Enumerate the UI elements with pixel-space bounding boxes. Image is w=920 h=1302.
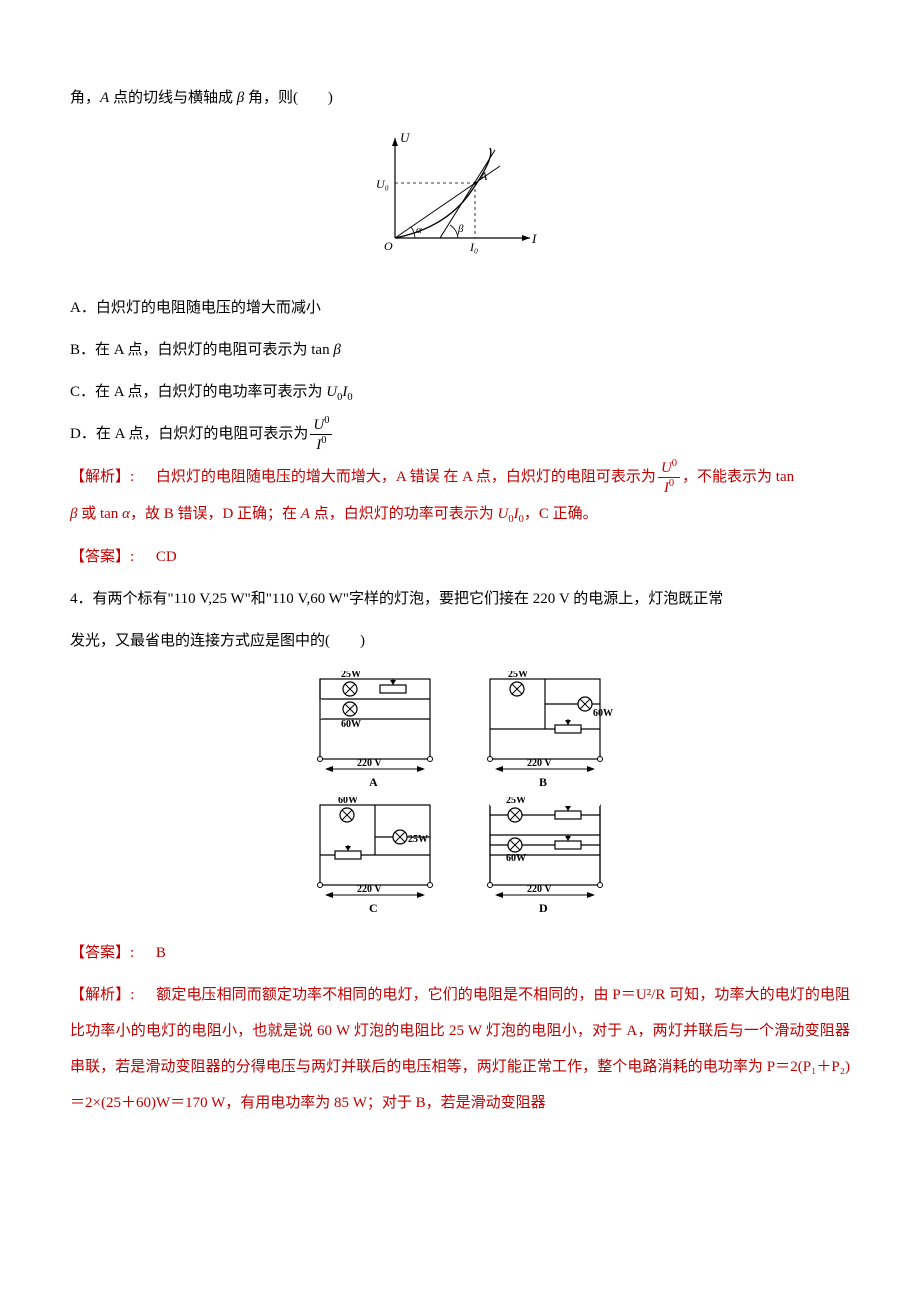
q3-option-a: A．白炽灯的电阻随电压的增大而减小 xyxy=(70,290,850,326)
svg-text:C: C xyxy=(369,901,378,915)
q3-option-d: D．在 A 点，白炽灯的电阻可表示为U0I0 xyxy=(70,416,850,453)
svg-text:60W: 60W xyxy=(593,708,613,719)
svg-text:60W: 60W xyxy=(341,719,361,730)
svg-text:220 V: 220 V xyxy=(527,758,552,769)
axis-I-label: I xyxy=(531,231,537,246)
I0-label: I₀ xyxy=(469,240,478,254)
circuit-a: 25W 60W 220 V A xyxy=(305,671,445,791)
q3-option-c: C．在 A 点，白炽灯的电功率可表示为 U0I0 xyxy=(70,374,850,410)
U0-label: U₀ xyxy=(376,177,389,191)
svg-text:220 V: 220 V xyxy=(357,884,382,895)
q4-text-2: 发光，又最省电的连接方式应是图中的( ) xyxy=(70,623,850,659)
circuit-b: 25W 60W 220 V B xyxy=(475,671,615,791)
q3-analysis: 【解析】: 白炽灯的电阻随电压的增大而增大，A 错误 在 A 点，白炽灯的电阻可… xyxy=(70,459,850,532)
q4-analysis: 【解析】: 额定电压相同而额定功率不相同的电灯，它们的电阻是不相同的，由 P＝U… xyxy=(70,977,850,1121)
q3-intro: 角，A 点的切线与横轴成 β 角，则( ) xyxy=(70,80,850,116)
circuit-c: 60W 25W 220 V C xyxy=(305,797,445,917)
svg-text:D: D xyxy=(539,901,548,915)
alpha-label: α xyxy=(416,224,422,236)
svg-text:220 V: 220 V xyxy=(527,884,552,895)
circuit-d: 25W 60W xyxy=(475,797,615,917)
beta-label: β xyxy=(457,223,464,235)
A-label: A xyxy=(479,169,488,183)
origin-label: O xyxy=(384,239,393,253)
svg-text:60W: 60W xyxy=(338,797,358,806)
svg-text:B: B xyxy=(539,775,547,789)
q4-text-1: 4．有两个标有"110 V,25 W"和"110 V,60 W"字样的灯泡，要把… xyxy=(70,581,850,617)
svg-text:25W: 25W xyxy=(408,834,428,845)
q3-graph: U I U₀ I₀ O A α β xyxy=(70,128,850,272)
q4-answer: 【答案】: B xyxy=(70,935,850,971)
svg-text:A: A xyxy=(369,775,378,789)
svg-text:25W: 25W xyxy=(341,671,361,680)
q4-circuits: 25W 60W 220 V A xyxy=(70,671,850,917)
axis-U-label: U xyxy=(400,130,411,145)
svg-text:220 V: 220 V xyxy=(357,758,382,769)
q3-option-b: B．在 A 点，白炽灯的电阻可表示为 tan β xyxy=(70,332,850,368)
svg-text:25W: 25W xyxy=(508,671,528,680)
q3-answer: 【答案】: CD xyxy=(70,539,850,575)
